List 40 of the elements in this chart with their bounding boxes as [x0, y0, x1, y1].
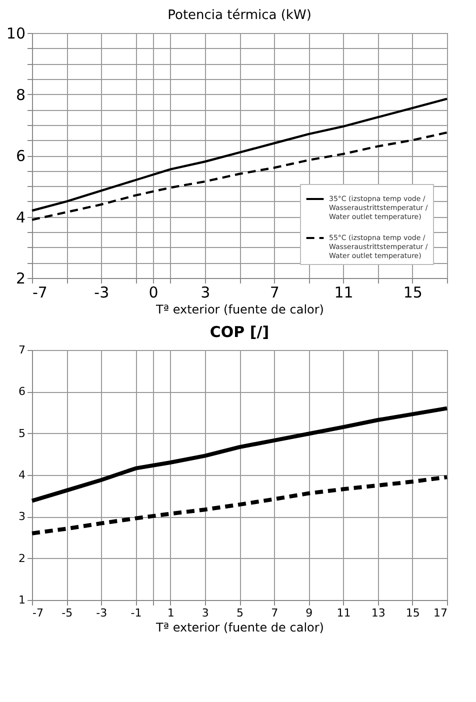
line-series [30, 98, 448, 212]
x-tick-label: 15 [403, 284, 422, 302]
x-tick-label: 11 [336, 606, 351, 620]
line-series [30, 475, 449, 536]
x-tick-label: 1 [167, 606, 174, 620]
y-tick-label: 4 [18, 468, 26, 482]
line-series [30, 131, 448, 221]
x-tick-label: -5 [62, 606, 73, 620]
y-tick-label: 4 [16, 208, 26, 226]
y-tick-label: 3 [18, 510, 26, 524]
x-tick-label: 7 [270, 284, 280, 302]
y-tick-label: 1 [18, 594, 26, 606]
y-tick-label: 6 [18, 385, 26, 398]
y-tick-label: 2 [18, 552, 26, 565]
y-tick-label: 6 [16, 147, 26, 165]
line-series [30, 406, 449, 503]
x-tick-label: -7 [32, 284, 48, 302]
x-axis-title: Tª exterior (fuente de calor) [155, 302, 324, 316]
x-tick-label: 7 [271, 606, 278, 620]
y-tick-label: 7 [18, 344, 26, 356]
x-tick-label: 9 [306, 606, 313, 620]
x-tick-label: 5 [236, 606, 244, 620]
x-tick-label: -1 [130, 606, 142, 620]
x-tick-label: 17 [434, 606, 448, 620]
x-tick-label: 15 [406, 606, 420, 620]
y-tick-label: 10 [6, 24, 26, 42]
chart-title: Potencia térmica (kW) [168, 8, 312, 23]
x-tick-label: 11 [334, 284, 354, 302]
x-tick-label: 13 [371, 606, 386, 620]
x-tick-label: -7 [32, 606, 44, 620]
x-tick-label: 3 [200, 284, 210, 302]
x-tick-label: 3 [202, 606, 209, 620]
y-tick-label: 8 [16, 86, 26, 104]
x-tick-label: -3 [94, 284, 110, 302]
x-tick-label: 0 [148, 284, 158, 302]
y-tick-label: 5 [18, 426, 26, 440]
x-axis-title: Tª exterior (fuente de calor) [155, 620, 324, 634]
y-tick-label: 2 [16, 270, 26, 288]
chart-title: COP [/] [210, 323, 270, 341]
x-tick-label: -3 [96, 606, 108, 620]
